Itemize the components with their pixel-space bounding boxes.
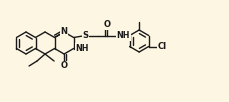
Text: O: O: [60, 62, 67, 70]
Text: Cl: Cl: [157, 42, 166, 51]
Text: NH: NH: [75, 44, 89, 53]
Text: NH: NH: [116, 31, 130, 40]
Text: O: O: [103, 20, 110, 29]
Text: N: N: [60, 27, 67, 36]
Text: S: S: [82, 31, 88, 40]
